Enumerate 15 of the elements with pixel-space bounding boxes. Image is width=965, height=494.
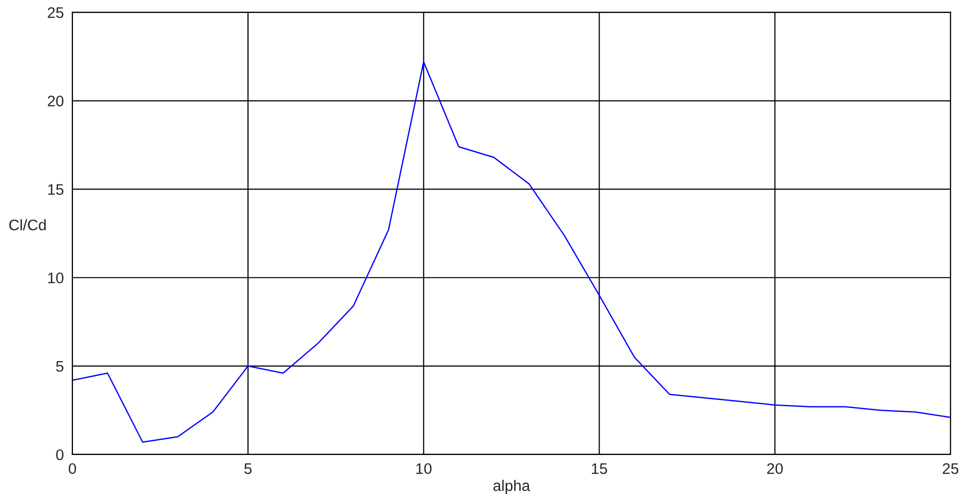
line-series [72,61,951,443]
y-tick-label: 25 [48,7,64,18]
y-tick-label: 5 [56,361,64,372]
y-tick-label: 10 [48,272,64,284]
x-tick-label: 0 [68,463,76,474]
y-axis-title: Cl/Cd [9,219,46,230]
x-tick-label: 20 [767,463,783,474]
x-axis-title: alpha [493,480,530,494]
y-tick-label: 0 [56,449,64,460]
x-tick-label: 15 [592,463,608,474]
x-tick-label: 5 [244,463,252,474]
x-tick-label: 25 [942,463,958,474]
y-tick-label: 15 [48,184,64,195]
y-tick-label: 20 [48,96,64,106]
x-tick-label: 10 [416,463,432,474]
